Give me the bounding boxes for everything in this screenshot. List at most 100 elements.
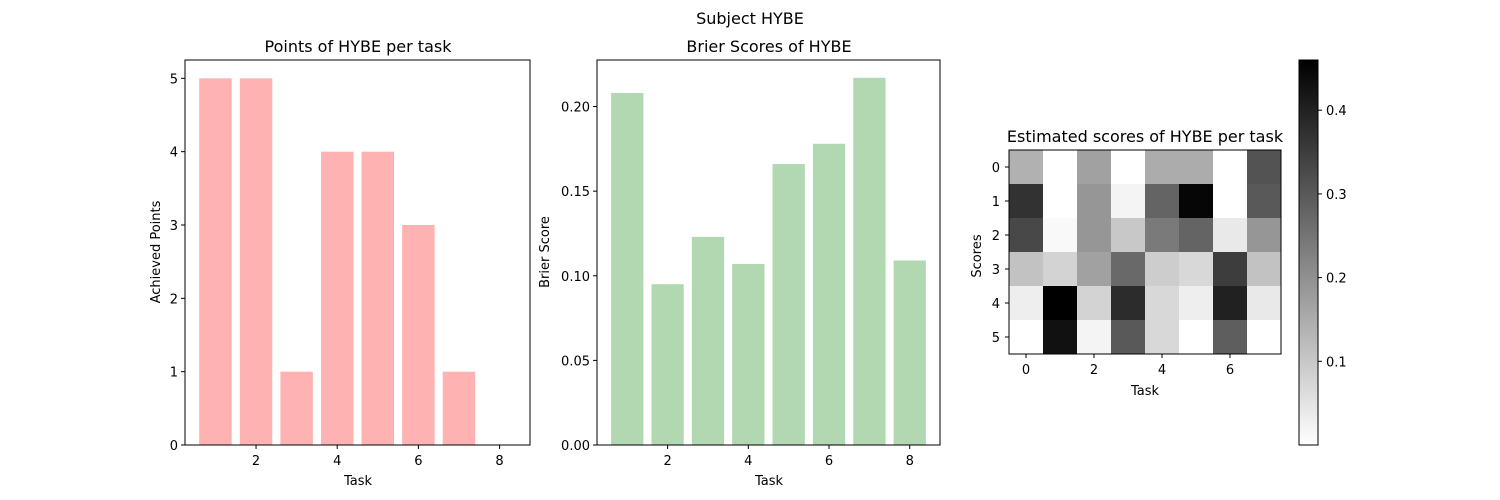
points-bar <box>280 371 313 445</box>
heatmap-cell <box>1111 218 1146 253</box>
brier-bar <box>772 164 805 446</box>
brier-bar <box>893 260 926 445</box>
brier-bar <box>732 263 765 445</box>
brier-bar <box>853 77 886 446</box>
colorbar-tick-label: 0.4 <box>1326 104 1347 119</box>
figure-suptitle: Subject HYBE <box>696 9 804 28</box>
heatmap-cell <box>1145 286 1180 321</box>
heatmap-cell <box>1213 150 1248 185</box>
heatmap-xtick-label: 0 <box>1022 363 1030 378</box>
heatmap-cell <box>1247 252 1282 287</box>
points-chart: Points of HYBE per task Task Achieved Po… <box>149 37 531 489</box>
heatmap-cell <box>1009 320 1044 355</box>
colorbar: 0.1 0.2 0.3 0.4 <box>1298 59 1347 446</box>
heatmap-title: Estimated scores of HYBE per task <box>1007 127 1284 146</box>
points-axes-frame <box>184 59 531 446</box>
heatmap-cell <box>1009 286 1044 321</box>
points-ytick-label: 5 <box>170 72 178 87</box>
points-xtick-label: 6 <box>414 454 422 469</box>
brier-ytick-label: 0.15 <box>561 185 590 200</box>
brier-bar <box>812 143 846 445</box>
heatmap-ytick-label: 2 <box>992 229 1000 244</box>
heatmap-cell <box>1077 320 1112 355</box>
brier-bars <box>611 77 926 446</box>
brier-ytick-label: 0.00 <box>561 439 590 454</box>
heatmap-cell <box>1247 286 1282 321</box>
brier-chart-title: Brier Scores of HYBE <box>686 37 851 56</box>
heatmap-cell <box>1077 150 1112 185</box>
colorbar-ticks: 0.1 0.2 0.3 0.4 <box>1318 104 1347 370</box>
heatmap-cell <box>1077 184 1112 219</box>
brier-bar <box>651 284 684 445</box>
colorbar-tick-label: 0.3 <box>1326 188 1347 203</box>
heatmap-cell <box>1247 218 1282 253</box>
brier-bar <box>611 93 644 445</box>
points-xtick-label: 2 <box>252 454 260 469</box>
heatmap-cells <box>1009 150 1282 355</box>
heatmap-cell <box>1247 150 1282 185</box>
heatmap-cell <box>1043 150 1078 185</box>
points-ytick-label: 1 <box>170 366 178 381</box>
points-axes: 2 4 6 8 0 1 2 3 4 5 <box>170 59 531 469</box>
heatmap-cell <box>1145 184 1180 219</box>
heatmap-cell <box>1145 150 1180 185</box>
heatmap-cell <box>1009 184 1044 219</box>
heatmap-cell <box>1043 184 1078 219</box>
heatmap-cell <box>1213 320 1248 355</box>
points-chart-ylabel: Achieved Points <box>149 200 164 303</box>
heatmap-cell <box>1145 252 1180 287</box>
heatmap-cell <box>1145 218 1180 253</box>
brier-xtick-label: 4 <box>744 454 752 469</box>
brier-xtick-label: 6 <box>825 454 833 469</box>
estimated-scores-heatmap: Estimated scores of HYBE per task Task S… <box>970 127 1284 399</box>
heatmap-cell <box>1213 218 1248 253</box>
heatmap-ytick-label: 4 <box>992 297 1000 312</box>
heatmap-cell <box>1111 286 1146 321</box>
brier-ytick-label: 0.10 <box>561 270 590 285</box>
brier-chart-ylabel: Brier Score <box>538 216 553 288</box>
heatmap-cell <box>1213 286 1248 321</box>
heatmap-ylabel: Scores <box>970 234 985 277</box>
heatmap-cell <box>1111 252 1146 287</box>
heatmap-frame <box>1008 149 1282 355</box>
points-bars <box>199 78 476 445</box>
brier-chart: Brier Scores of HYBE Task Brier Score 2 4… <box>538 37 941 489</box>
brier-axes: 2 4 6 8 0.00 0.05 0.10 0.15 0.20 <box>561 59 941 469</box>
brier-ytick-label: 0.05 <box>561 354 590 369</box>
heatmap-cell <box>1077 218 1112 253</box>
points-bar <box>442 371 476 445</box>
heatmap-cell <box>1009 252 1044 287</box>
points-xtick-label: 4 <box>333 454 341 469</box>
points-bar <box>402 225 435 445</box>
heatmap-ytick-label: 3 <box>992 263 1000 278</box>
points-chart-title: Points of HYBE per task <box>265 37 453 56</box>
heatmap-cell <box>1077 252 1112 287</box>
heatmap-cell <box>1179 184 1214 219</box>
points-bar <box>361 151 395 445</box>
points-ytick-label: 4 <box>170 146 178 161</box>
heatmap-cell <box>1247 184 1282 219</box>
colorbar-gradient <box>1298 59 1319 446</box>
heatmap-cell <box>1043 218 1078 253</box>
brier-chart-xlabel: Task <box>754 474 784 489</box>
brier-ytick-label: 0.20 <box>561 101 590 116</box>
heatmap-cell <box>1213 184 1248 219</box>
heatmap-cell <box>1043 286 1078 321</box>
heatmap-xtick-label: 2 <box>1090 363 1098 378</box>
heatmap-cell <box>1043 252 1078 287</box>
heatmap-cell <box>1179 150 1214 185</box>
heatmap-cell <box>1179 320 1214 355</box>
heatmap-cell <box>1077 286 1112 321</box>
heatmap-cell <box>1111 150 1146 185</box>
heatmap-cell <box>1111 320 1146 355</box>
heatmap-axes: 0 2 4 6 0 1 2 3 4 5 <box>992 149 1282 378</box>
brier-xtick-label: 2 <box>663 454 671 469</box>
heatmap-cell <box>1111 184 1146 219</box>
brier-xtick-label: 8 <box>906 454 914 469</box>
heatmap-cell <box>1009 218 1044 253</box>
brier-axes-frame <box>596 59 941 446</box>
heatmap-cell <box>1179 252 1214 287</box>
points-ytick-label: 2 <box>170 292 178 307</box>
heatmap-ytick-label: 1 <box>992 195 1000 210</box>
